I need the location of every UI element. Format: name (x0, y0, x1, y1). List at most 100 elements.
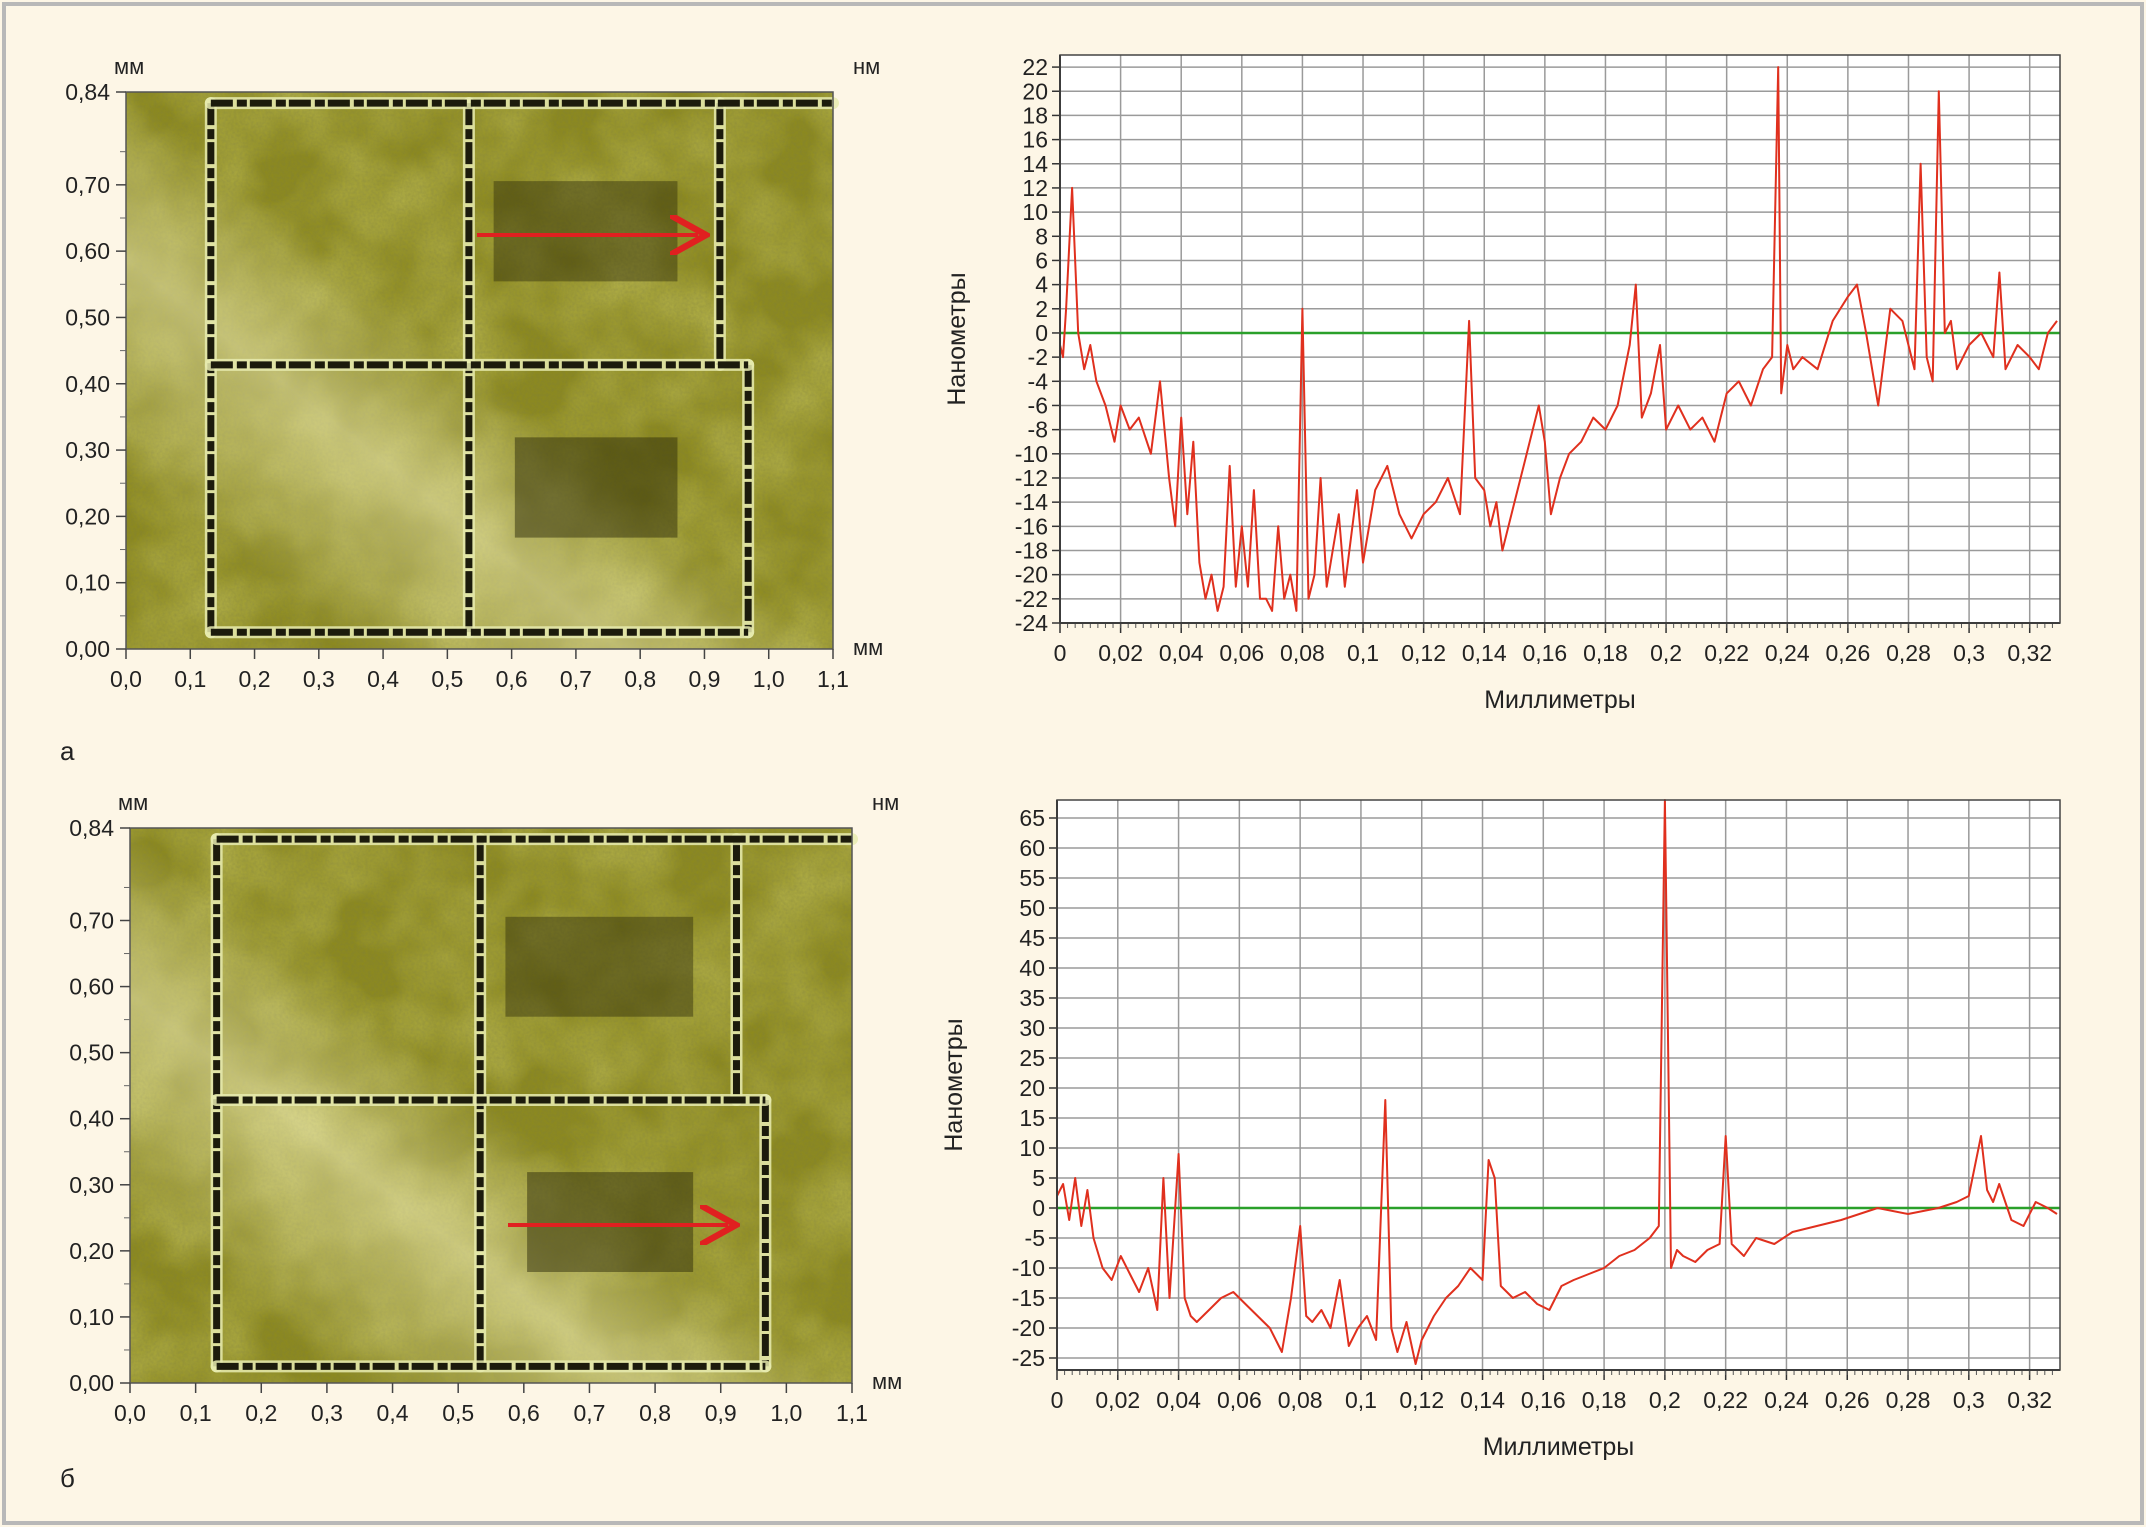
x-tick-label: 0,1 (174, 666, 206, 692)
y-tick-label: -5 (1025, 1225, 1045, 1251)
plot-border (1056, 799, 2061, 1371)
y-tick-label: 0,10 (69, 1304, 114, 1330)
y-tick-label: 0,30 (69, 1172, 114, 1198)
z-unit-label: нм (872, 790, 899, 815)
y-tick-label: 60 (1019, 835, 1045, 861)
x-tick-label: 0,02 (1098, 640, 1143, 666)
y-axis-title: Нанометры (940, 1018, 968, 1151)
y-tick-label: 0,20 (69, 1238, 114, 1264)
x-tick-label: 0,9 (688, 666, 720, 692)
y-tick-label: 35 (1019, 985, 1045, 1011)
x-tick-label: 0,4 (367, 666, 399, 692)
x-tick-label: 0,24 (1764, 1387, 1809, 1413)
x-tick-label: 0,2 (1649, 1387, 1681, 1413)
x-tick-label: 0,06 (1219, 640, 1264, 666)
x-tick-label: 0,16 (1522, 640, 1567, 666)
x-tick-label: 0,12 (1399, 1387, 1444, 1413)
y-tick-label: -20 (1012, 1315, 1045, 1341)
profile-chart-b: 0 0,02 0,04 0,06 0,08 0,1 0,12 0,14 0,16 0,18 0,2 0… (940, 799, 2061, 1461)
y-tick-label: 65 (1019, 805, 1045, 831)
profile-chart-a: 0 0,02 0,04 0,06 0,08 0,1 0,12 0,14 0,16 0,18 0,2 0… (943, 54, 2061, 714)
x-tick-label: 0,26 (1825, 1387, 1870, 1413)
x-tick-label: 0,1 (180, 1400, 212, 1426)
x-tick-label: 0,5 (442, 1400, 474, 1426)
y-tick-label: 16 (1022, 127, 1048, 153)
afm-image-a: 0,0 0,1 0,2 0,3 0,4 0,5 0,6 0,7 0,8 0,9 1,0 1,1 0,00… (65, 54, 883, 692)
y-tick-label: 0,20 (65, 503, 110, 529)
y-tick-label: -10 (1015, 441, 1048, 467)
y-tick-label: -2 (1028, 344, 1048, 370)
x-tick-label: 0,16 (1521, 1387, 1566, 1413)
x-tick-label: 1,1 (817, 666, 849, 692)
x-axis-title: Миллиметры (1483, 1433, 1635, 1461)
x-tick-label: 0,26 (1825, 640, 1870, 666)
x-tick-label: 0,24 (1765, 640, 1810, 666)
x-tick-label: 0,32 (2007, 640, 2052, 666)
x-tick-label: 0,3 (1953, 640, 1985, 666)
dark-pad-lower (514, 437, 678, 538)
y-tick-label: -25 (1012, 1345, 1045, 1371)
y-tick-label: 0,70 (65, 172, 110, 198)
y-tick-label: 15 (1019, 1105, 1045, 1131)
y-tick-label: 0,00 (69, 1370, 114, 1396)
y-tick-label: -20 (1015, 562, 1048, 588)
y-tick-label: 10 (1022, 199, 1048, 225)
y-tick-label: 2 (1035, 296, 1048, 322)
x-tick-label: 1,0 (753, 666, 785, 692)
y-tick-label: 10 (1019, 1135, 1045, 1161)
x-tick-label: 0 (1054, 640, 1067, 666)
y-tick-label: -10 (1012, 1255, 1045, 1281)
image-border (129, 827, 853, 1384)
plot-area (1057, 800, 2060, 1370)
image-border (125, 91, 834, 650)
x-unit-label: мм (853, 635, 883, 660)
x-tick-label: 0,3 (303, 666, 335, 692)
y-tick-label: 0,40 (65, 371, 110, 397)
y-tick-label: -22 (1015, 586, 1048, 612)
x-tick-label: 0,5 (431, 666, 463, 692)
x-tick-label: 0,0 (110, 666, 142, 692)
panel-letter-a: а (60, 736, 75, 766)
y-unit-label: мм (118, 790, 148, 815)
x-tick-label: 0,22 (1704, 640, 1749, 666)
y-tick-label: 55 (1019, 865, 1045, 891)
x-axis-title: Миллиметры (1484, 686, 1636, 714)
x-tick-label: 0,08 (1280, 640, 1325, 666)
x-tick-label: 0,2 (239, 666, 271, 692)
y-tick-label: 0,84 (69, 815, 114, 841)
x-tick-label: 0,7 (573, 1400, 605, 1426)
x-tick-label: 0,06 (1217, 1387, 1262, 1413)
y-tick-label: -6 (1028, 392, 1048, 418)
dark-pad-upper (493, 181, 678, 282)
dark-pad-lower (527, 1172, 694, 1272)
y-tick-label: 45 (1019, 925, 1045, 951)
x-tick-label: 0,14 (1460, 1387, 1505, 1413)
y-tick-label: -16 (1015, 513, 1048, 539)
y-tick-label: 50 (1019, 895, 1045, 921)
x-tick-label: 0,18 (1583, 640, 1628, 666)
x-tick-label: 0,14 (1462, 640, 1507, 666)
y-tick-label: 14 (1022, 151, 1048, 177)
x-tick-label: 0,1 (1345, 1387, 1377, 1413)
dark-pad-upper (505, 916, 694, 1017)
y-tick-label: 20 (1019, 1075, 1045, 1101)
y-tick-label: 0,50 (65, 304, 110, 330)
x-tick-label: 0,1 (1347, 640, 1379, 666)
y-tick-label: 0,84 (65, 79, 110, 105)
y-tick-label: 8 (1035, 223, 1048, 249)
y-tick-label: 20 (1022, 78, 1048, 104)
x-tick-label: 0,2 (1650, 640, 1682, 666)
x-tick-label: 0,3 (311, 1400, 343, 1426)
y-tick-label: 4 (1035, 272, 1048, 298)
y-tick-label: 25 (1019, 1045, 1045, 1071)
y-tick-label: -24 (1015, 610, 1048, 636)
y-tick-label: 30 (1019, 1015, 1045, 1041)
y-tick-label: 0,00 (65, 636, 110, 662)
x-unit-label: мм (872, 1369, 902, 1394)
x-tick-label: 0,28 (1886, 1387, 1931, 1413)
y-tick-label: 0,10 (65, 570, 110, 596)
x-tick-label: 0,7 (560, 666, 592, 692)
x-tick-label: 0,04 (1159, 640, 1204, 666)
x-tick-label: 0,02 (1095, 1387, 1140, 1413)
